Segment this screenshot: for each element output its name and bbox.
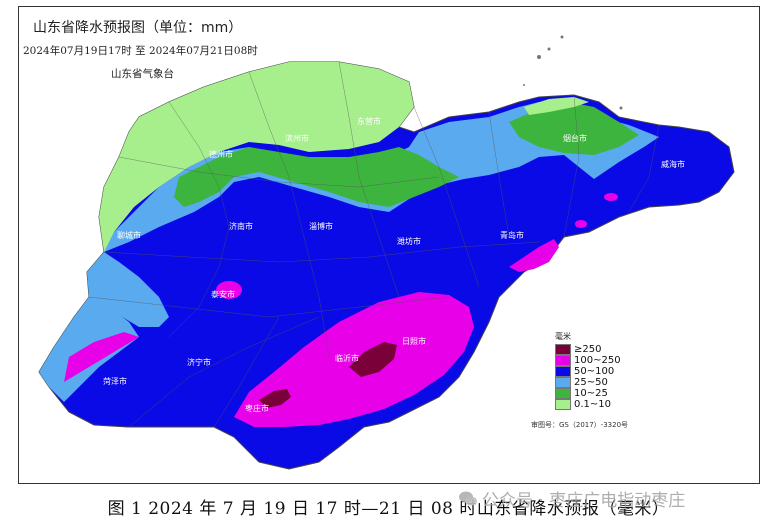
city-label-yantai: 烟台市 <box>563 133 587 143</box>
watermark-text: 公众号 · 枣庄广电指动枣庄 <box>482 491 686 511</box>
legend-swatch <box>555 366 571 377</box>
city-label-taian: 泰安市 <box>211 289 235 299</box>
legend-row: 0.1~10 <box>555 399 621 410</box>
city-label-rizhao: 日照市 <box>402 336 426 346</box>
city-label-binzhou: 滨州市 <box>285 133 309 143</box>
region-100-250-taian <box>216 281 242 299</box>
wechat-icon <box>459 491 477 505</box>
city-label-linyi: 临沂市 <box>335 353 359 363</box>
legend-label: 50~100 <box>574 366 615 377</box>
legend-title: 毫米 <box>555 332 571 341</box>
legend-row: 50~100 <box>555 366 621 377</box>
city-label-dongying: 东营市 <box>357 116 381 126</box>
boundary-lines <box>88 61 660 428</box>
legend-label: ≥250 <box>574 344 602 355</box>
city-label-jinan: 济南市 <box>229 221 253 231</box>
legend-swatch <box>555 377 571 388</box>
region-100-250-yantai <box>575 220 587 228</box>
region-100-250-qingdao <box>509 239 559 272</box>
legend-swatch <box>555 344 571 355</box>
legend-row: ≥250 <box>555 344 621 355</box>
city-label-zibo: 淄博市 <box>309 221 333 231</box>
city-label-dezhou: 德州市 <box>209 149 233 159</box>
region-100-250-south <box>234 292 474 427</box>
city-label-qingdao: 青岛市 <box>500 230 524 240</box>
legend-label: 100~250 <box>574 355 621 366</box>
legend-label: 0.1~10 <box>574 399 612 410</box>
islands <box>523 35 623 110</box>
city-label-jining: 济宁市 <box>187 357 211 367</box>
figure-caption: 图 1 2024 年 7 月 19 日 17 时—21 日 08 时山东省降水预… <box>107 499 670 519</box>
legend-row: 10~25 <box>555 388 621 399</box>
forecast-period: 2024年07月19日17时 至 2024年07月21日08时 <box>23 45 258 57</box>
region-10-25 <box>174 147 459 207</box>
region-100-250-weihai <box>604 193 618 201</box>
region-0-1-10-east <box>524 97 589 115</box>
city-label-liaocheng: 聊城市 <box>117 230 141 240</box>
city-label-heze: 菏泽市 <box>103 376 127 386</box>
region-0-1-10 <box>99 62 414 252</box>
review-number: 审图号：GS（2017）-3320号 <box>531 421 629 429</box>
issuer-label: 山东省气象台 <box>111 68 174 80</box>
region-100-250-west <box>64 332 139 382</box>
map-legend: 毫米 ≥250 100~250 50~100 25~50 10~25 0.1~10 <box>555 331 621 410</box>
region-10-25-east <box>509 102 639 155</box>
region-250-linyi <box>349 342 397 377</box>
city-label-weihai: 威海市 <box>661 159 685 169</box>
legend-swatch <box>555 388 571 399</box>
city-label-weifang: 潍坊市 <box>397 236 421 246</box>
precipitation-map: 德州市 滨州市 东营市 烟台市 威海市 济南市 淄博市 聊城市 潍坊市 青岛市 … <box>38 35 735 470</box>
legend-label: 10~25 <box>574 388 608 399</box>
legend-swatch <box>555 399 571 410</box>
legend-row: 100~250 <box>555 355 621 366</box>
region-25-50-central <box>87 252 169 327</box>
watermark: 公众号 · 枣庄广电指动枣庄 <box>458 486 685 511</box>
legend-label: 25~50 <box>574 377 608 388</box>
legend-row: 25~50 <box>555 377 621 388</box>
legend-swatch <box>555 355 571 366</box>
region-250-zaozhuang <box>259 389 291 408</box>
map-frame: 德州市 滨州市 东营市 烟台市 威海市 济南市 淄博市 聊城市 潍坊市 青岛市 … <box>18 6 760 484</box>
map-title: 山东省降水预报图（单位：mm） <box>33 20 243 36</box>
city-label-zaozhuang: 枣庄市 <box>245 403 269 413</box>
